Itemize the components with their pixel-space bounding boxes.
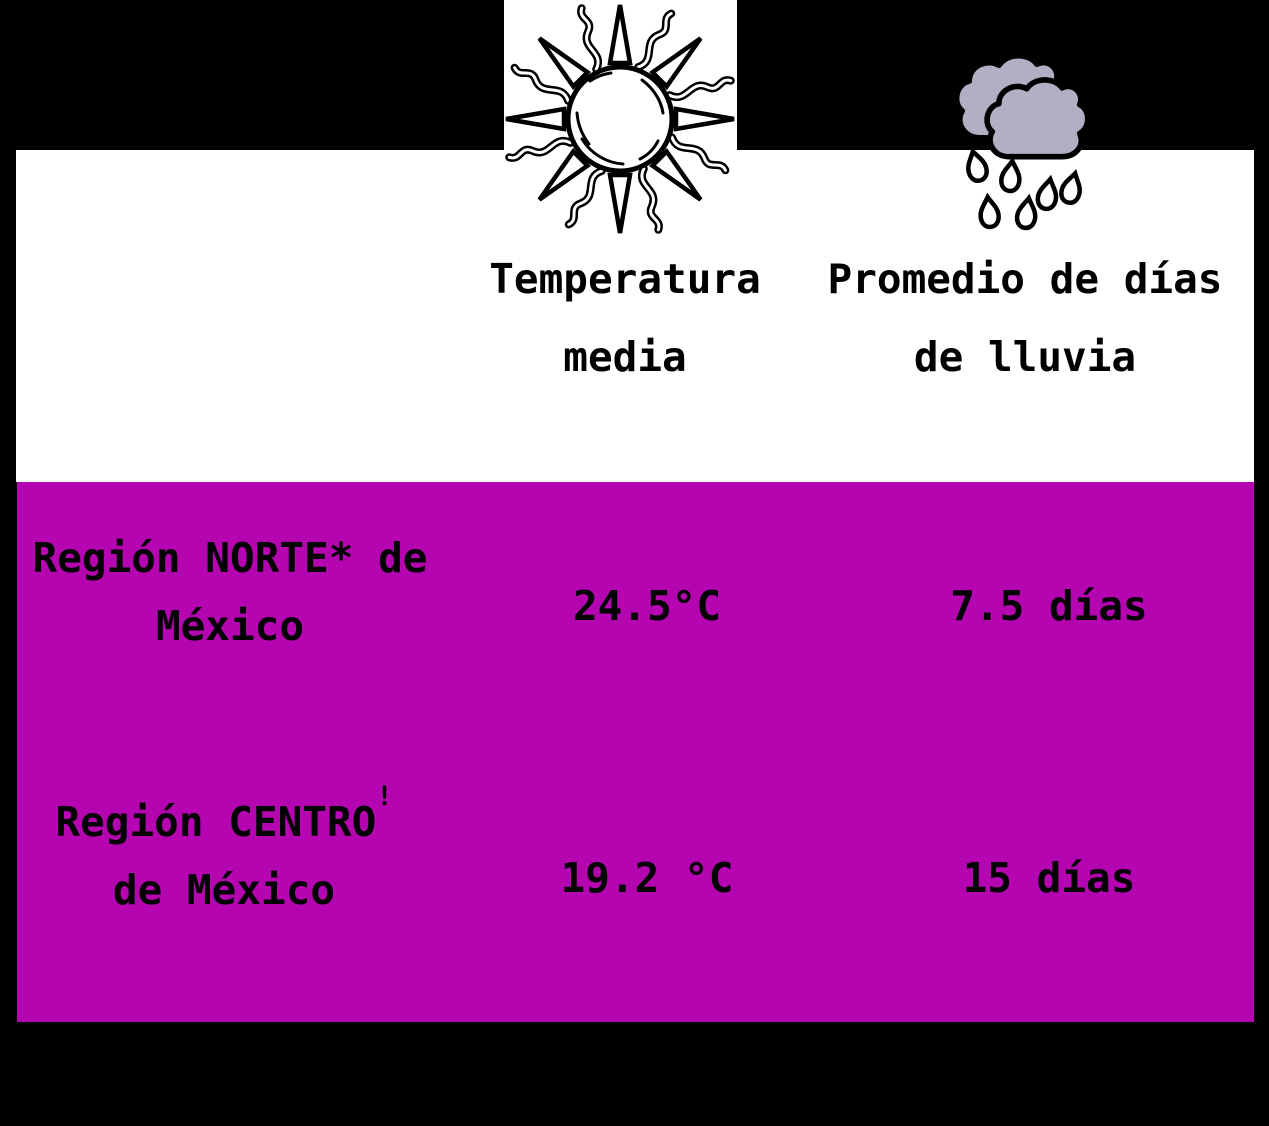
rain-cloud-icon [953, 52, 1091, 231]
column-header-temperature: Temperatura media [425, 240, 825, 396]
column-header-temperature-line2: media [563, 333, 687, 381]
column-header-rain-days-line1: Promedio de días [827, 255, 1223, 303]
rain-drops [966, 146, 1082, 231]
sun-icon [505, 4, 735, 234]
row-label-region-centro: Región CENTRO! de México [24, 781, 424, 924]
value-centro-rain-days: 15 días [962, 854, 1136, 902]
value-centro-temperature: 19.2 °C [560, 854, 734, 902]
row-label-region-norte: Región NORTE* de México [30, 524, 430, 660]
row-label-region-norte-line1: Región NORTE* de [32, 534, 428, 582]
row-label-region-centro-line1: Región CENTRO! [55, 781, 393, 846]
column-header-temperature-line1: Temperatura [489, 255, 761, 303]
row-label-region-norte-line2: México [155, 602, 305, 650]
table-body-panel [17, 482, 1254, 1022]
column-header-rain-days: Promedio de días de lluvia [825, 240, 1225, 396]
footnote-marker: ! [376, 781, 393, 813]
value-norte-rain-days: 7.5 días [950, 582, 1148, 630]
row-label-region-centro-line2: de México [112, 866, 336, 914]
column-header-rain-days-line2: de lluvia [913, 333, 1137, 381]
value-norte-temperature: 24.5°C [572, 582, 722, 630]
